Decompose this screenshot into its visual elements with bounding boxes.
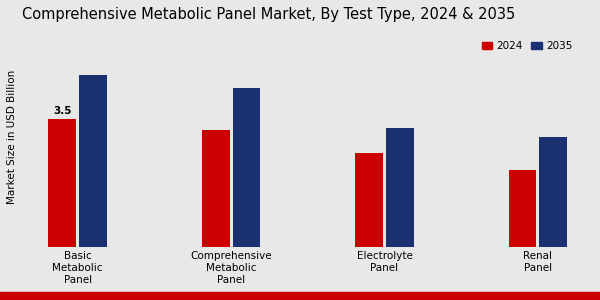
Bar — [79, 75, 107, 247]
Bar — [202, 130, 230, 247]
Text: 3.5: 3.5 — [53, 106, 71, 116]
Y-axis label: Market Size in USD Billion: Market Size in USD Billion — [7, 70, 17, 204]
Bar — [49, 119, 76, 247]
Bar — [509, 170, 536, 247]
Bar — [233, 88, 260, 247]
Legend: 2024, 2035: 2024, 2035 — [478, 37, 577, 55]
Text: Comprehensive Metabolic Panel Market, By Test Type, 2024 & 2035: Comprehensive Metabolic Panel Market, By… — [23, 7, 516, 22]
Bar — [539, 137, 567, 247]
Bar — [386, 128, 413, 247]
Bar — [355, 153, 383, 247]
